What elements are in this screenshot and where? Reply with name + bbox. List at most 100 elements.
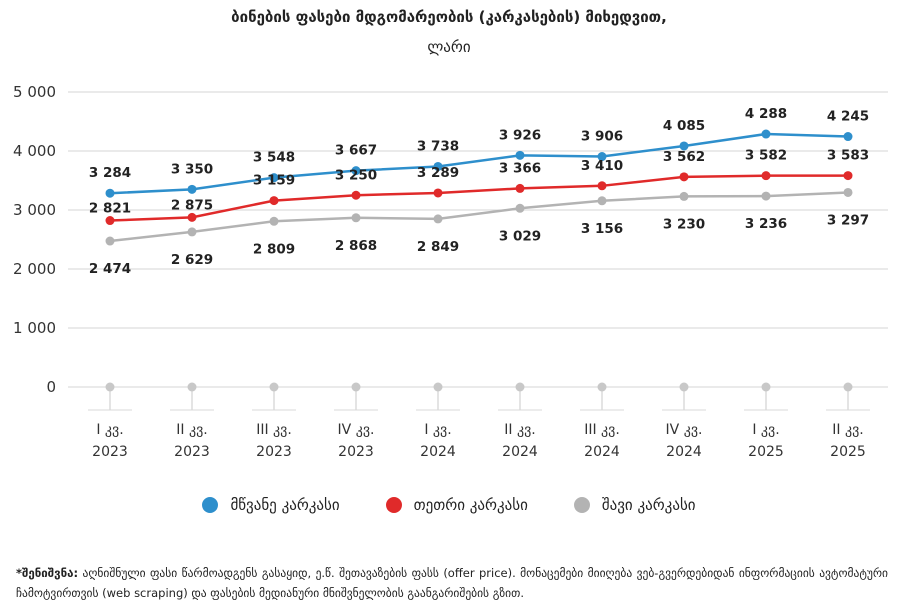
data-label: 4 288 xyxy=(745,106,787,122)
data-point xyxy=(351,213,361,223)
y-tick-label: 2 000 xyxy=(13,260,56,278)
x-tick-label-year: 2024 xyxy=(420,444,456,460)
footnote: *შენიშვნა: აღნიშნული ფასი წარმოადგენს გა… xyxy=(16,563,888,603)
data-label: 3 284 xyxy=(89,165,131,181)
data-point xyxy=(187,184,197,194)
data-point xyxy=(351,166,361,176)
x-tick-label-year: 2023 xyxy=(338,444,374,460)
data-label: 2 821 xyxy=(89,201,131,217)
data-point xyxy=(843,132,853,142)
data-point xyxy=(597,152,607,162)
data-label: 2 868 xyxy=(335,238,377,254)
x-tick-label-quarter: II კვ. xyxy=(504,422,535,438)
y-tick-label: 1 000 xyxy=(13,319,56,337)
y-tick-label: 5 000 xyxy=(13,83,56,101)
legend-marker-green xyxy=(202,497,219,513)
data-label: 3 548 xyxy=(253,150,295,166)
data-label: 3 906 xyxy=(581,129,623,145)
data-point xyxy=(105,188,115,198)
baseline-point xyxy=(761,382,771,392)
data-label: 3 562 xyxy=(663,149,705,165)
data-label: 3 159 xyxy=(253,173,295,189)
x-tick-label-year: 2024 xyxy=(584,444,620,460)
line-chart: 5 000 4 000 3 000 2 000 1 000 0 I კვ. 2023 II კვ… xyxy=(13,83,888,460)
data-point xyxy=(679,172,689,182)
data-label: 2 849 xyxy=(417,239,459,255)
baseline-point xyxy=(351,382,361,392)
data-label: 4 245 xyxy=(827,109,869,125)
baseline-point xyxy=(269,382,279,392)
data-label: 2 809 xyxy=(253,241,295,257)
x-tick-label-quarter: III კვ. xyxy=(584,422,620,438)
data-label: 2 474 xyxy=(89,261,131,277)
data-point xyxy=(269,196,279,206)
data-label: 3 250 xyxy=(335,167,377,183)
baseline-point xyxy=(187,382,197,392)
data-point xyxy=(187,212,197,222)
legend-label-green: მწვანე კარკასი xyxy=(230,496,340,514)
baseline-point xyxy=(679,382,689,392)
x-tick-label-year: 2024 xyxy=(502,444,538,460)
data-label: 3 583 xyxy=(827,148,869,164)
data-label: 3 366 xyxy=(499,160,541,176)
data-point xyxy=(515,203,525,213)
baseline-point xyxy=(515,382,525,392)
baseline-point xyxy=(843,382,853,392)
data-label: 3 738 xyxy=(417,138,459,154)
x-tick-label-quarter: II კვ. xyxy=(832,422,863,438)
data-label: 2 629 xyxy=(171,252,213,268)
legend: მწვანე კარკასი თეთრი კარკასი შავი კარკას… xyxy=(0,496,898,514)
series-line-1 xyxy=(109,174,849,222)
x-tick-label-year: 2023 xyxy=(92,444,128,460)
x-tick-label-quarter: I კვ. xyxy=(96,422,123,438)
legend-marker-black xyxy=(573,497,590,513)
x-tick-label-year: 2023 xyxy=(256,444,292,460)
data-point xyxy=(761,191,771,201)
data-point xyxy=(187,227,197,237)
data-point xyxy=(433,161,443,171)
series-line-0 xyxy=(109,132,849,195)
legend-marker-white xyxy=(385,497,402,513)
chart-subtitle: ლარი xyxy=(427,38,471,56)
x-tick-label-quarter: IV კვ. xyxy=(666,422,703,438)
x-tick-label-quarter: I კვ. xyxy=(752,422,779,438)
x-tick-label-year: 2023 xyxy=(174,444,210,460)
data-point xyxy=(515,150,525,160)
baseline-point xyxy=(105,382,115,392)
data-point xyxy=(843,171,853,181)
data-label: 3 582 xyxy=(745,148,787,164)
data-label: 2 875 xyxy=(171,197,213,213)
data-point xyxy=(433,214,443,224)
x-tick-label-quarter: I კვ. xyxy=(424,422,451,438)
x-tick-label-quarter: II კვ. xyxy=(176,422,207,438)
chart-title: ბინების ფასები მდგომარეობის (კარკასების)… xyxy=(231,8,667,26)
data-label: 3 156 xyxy=(581,221,623,237)
x-tick-label-quarter: IV კვ. xyxy=(338,422,375,438)
legend-item-green: მწვანე კარკასი xyxy=(202,496,340,514)
data-label: 3 230 xyxy=(663,216,705,232)
baseline-point xyxy=(433,382,443,392)
legend-label-black: შავი კარკასი xyxy=(601,496,696,514)
data-label: 3 236 xyxy=(745,216,787,232)
data-point xyxy=(269,173,279,183)
data-point xyxy=(597,196,607,206)
y-tick-label: 3 000 xyxy=(13,201,56,219)
data-label: 3 029 xyxy=(499,228,541,244)
data-label: 3 410 xyxy=(581,158,623,174)
data-label: 3 926 xyxy=(499,127,541,143)
data-point xyxy=(105,216,115,226)
y-tick-label: 0 xyxy=(46,378,56,396)
legend-item-black: შავი კარკასი xyxy=(573,496,696,514)
x-tick-label-year: 2024 xyxy=(666,444,702,460)
footnote-prefix: *შენიშვნა: xyxy=(16,566,79,580)
data-label: 3 667 xyxy=(335,143,377,159)
series-line-2 xyxy=(109,191,849,243)
x-tick-label-year: 2025 xyxy=(830,444,866,460)
x-tick-label-quarter: III კვ. xyxy=(256,422,292,438)
data-label: 3 297 xyxy=(827,212,869,228)
legend-label-white: თეთრი კარკასი xyxy=(413,496,528,514)
data-point xyxy=(597,181,607,191)
y-tick-label: 4 000 xyxy=(13,142,56,160)
data-point xyxy=(433,188,443,198)
